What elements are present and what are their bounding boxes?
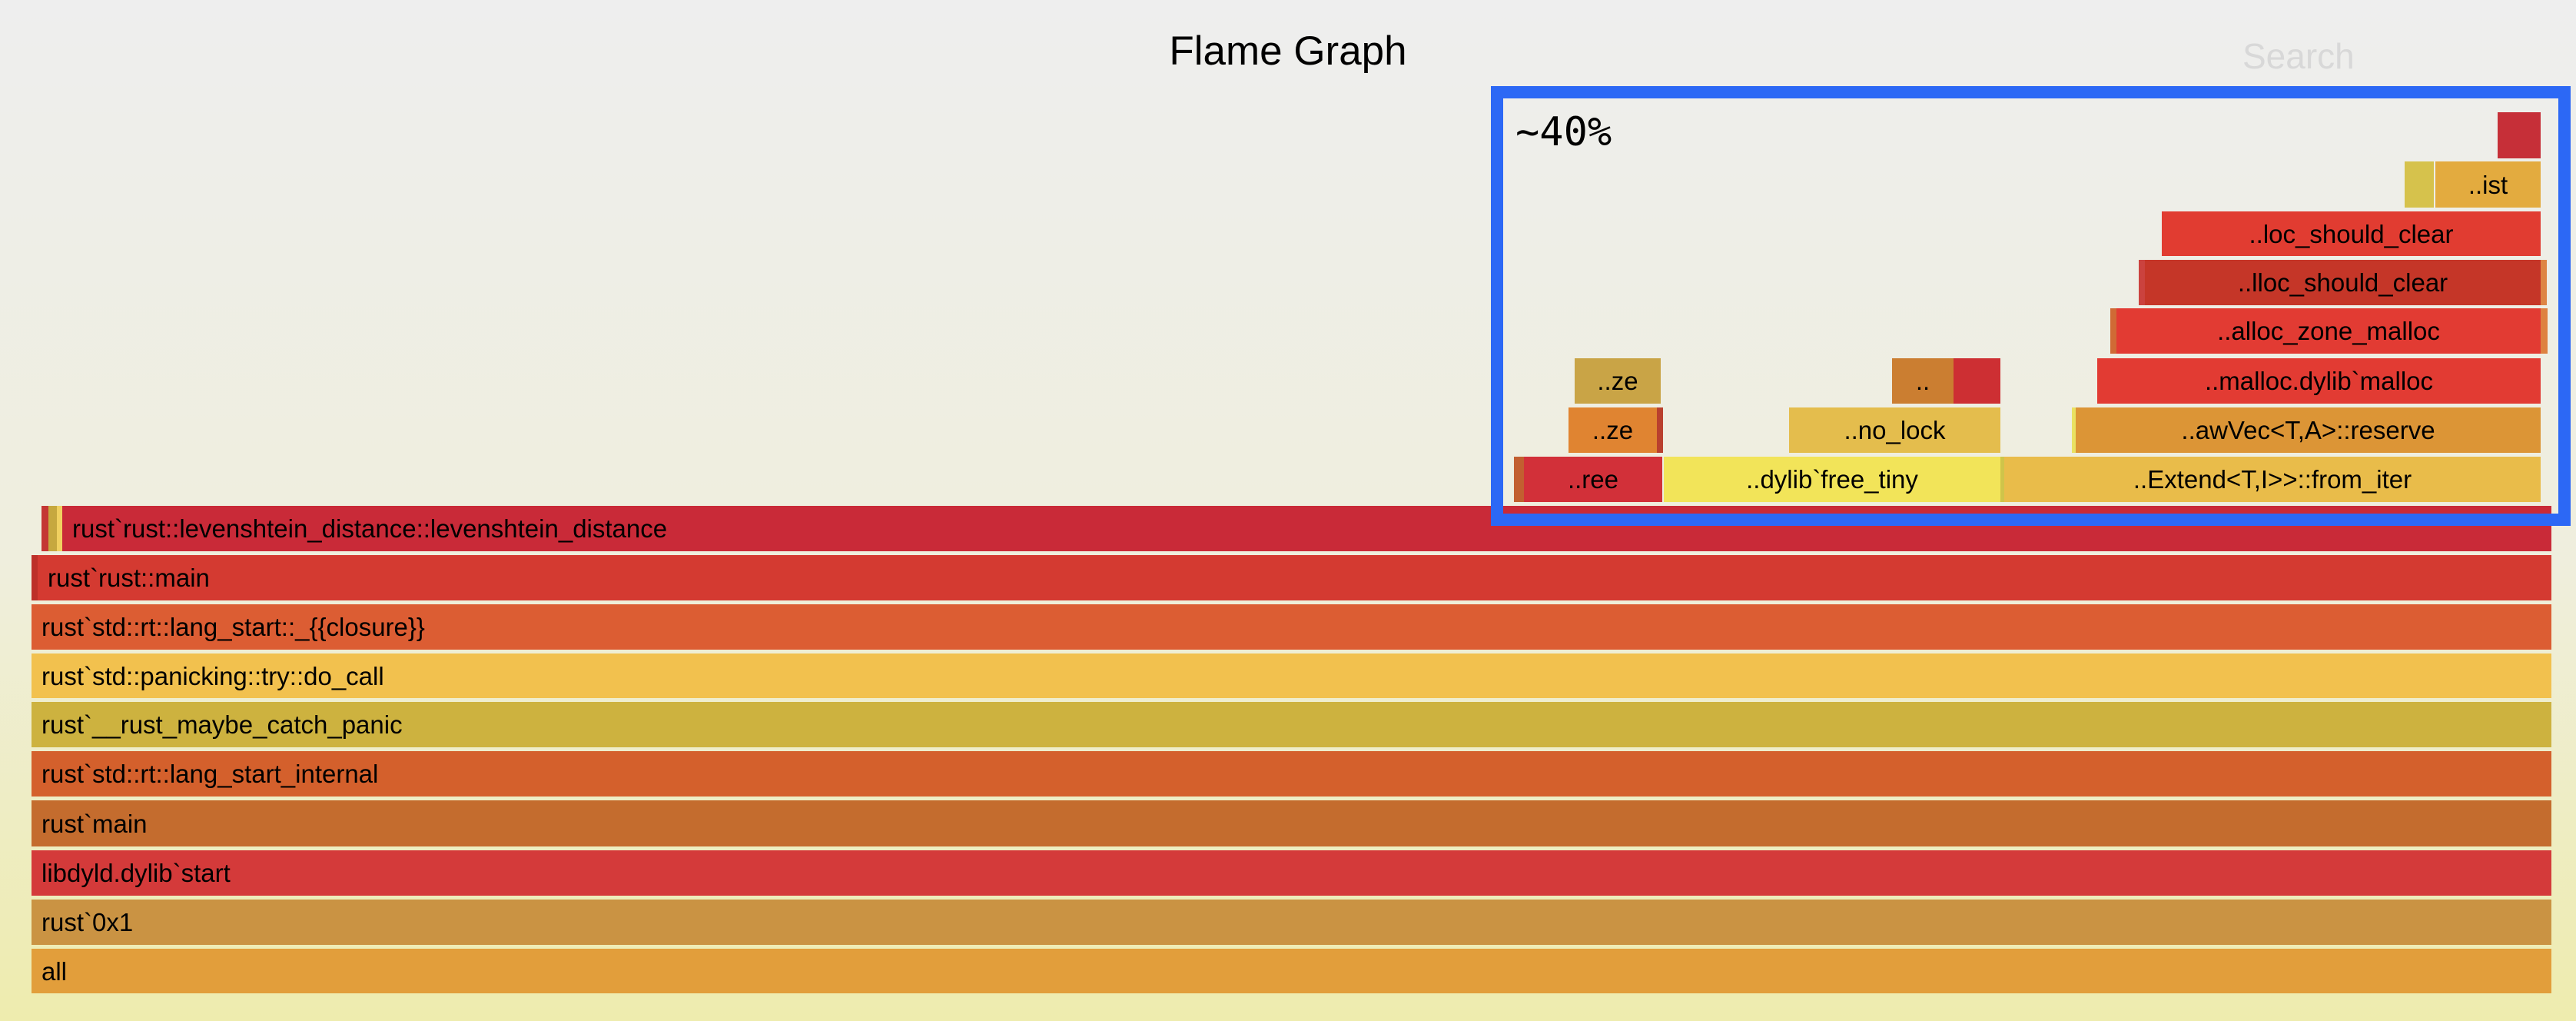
- flame-frame[interactable]: rust`std::rt::lang_start::_{{closure}}: [32, 604, 2551, 650]
- flame-frame[interactable]: ..ze: [1575, 358, 1661, 404]
- flame-frame[interactable]: [2000, 457, 2007, 502]
- flame-frame[interactable]: ..dylib`free_tiny: [1664, 457, 2000, 502]
- page-title: Flame Graph: [1169, 28, 1407, 74]
- flame-frame[interactable]: rust`std::panicking::try::do_call: [32, 654, 2551, 698]
- flame-frame[interactable]: rust`main: [32, 800, 2551, 846]
- flame-frame[interactable]: ..ist: [2435, 161, 2541, 208]
- flame-frame[interactable]: [2498, 112, 2541, 158]
- flame-frame[interactable]: ..: [1892, 358, 1954, 404]
- search-button[interactable]: Search: [2242, 36, 2355, 76]
- flame-frame[interactable]: ..awVec<T,A>::reserve: [2076, 407, 2541, 453]
- flame-frame[interactable]: ..malloc.dylib`malloc: [2097, 358, 2541, 404]
- flame-frame[interactable]: ..loc_should_clear: [2162, 211, 2541, 256]
- flame-frame[interactable]: ..ze: [1569, 407, 1657, 453]
- flame-frame[interactable]: rust`rust::levenshtein_distance::levensh…: [62, 506, 2551, 551]
- flame-frame[interactable]: [2541, 308, 2548, 354]
- flame-frame[interactable]: [1954, 358, 2000, 404]
- flame-frame[interactable]: ..alloc_zone_malloc: [2116, 308, 2541, 354]
- flame-frame[interactable]: libdyld.dylib`start: [32, 850, 2551, 896]
- flame-frame[interactable]: all: [32, 949, 2551, 993]
- flame-frame[interactable]: rust`0x1: [32, 900, 2551, 945]
- flame-frame[interactable]: [1514, 457, 1524, 502]
- flame-frame[interactable]: ..Extend<T,I>>::from_iter: [2004, 457, 2541, 502]
- flame-frame[interactable]: ..ree: [1524, 457, 1662, 502]
- selection-percentage-label: ~40%: [1515, 109, 1612, 155]
- flame-frame[interactable]: [2541, 260, 2547, 305]
- flame-frame[interactable]: [2072, 407, 2078, 453]
- flame-frame[interactable]: ..lloc_should_clear: [2145, 260, 2541, 305]
- flame-frame[interactable]: rust`rust::main: [38, 555, 2551, 600]
- flame-frame[interactable]: [2139, 260, 2145, 305]
- flame-frame[interactable]: rust`__rust_maybe_catch_panic: [32, 702, 2551, 747]
- flame-frame[interactable]: ..no_lock: [1789, 407, 2000, 453]
- flame-frame[interactable]: [2405, 161, 2434, 208]
- flame-frame[interactable]: [1657, 407, 1663, 453]
- flame-frame[interactable]: rust`std::rt::lang_start_internal: [32, 751, 2551, 797]
- flame-frame[interactable]: [2110, 308, 2116, 354]
